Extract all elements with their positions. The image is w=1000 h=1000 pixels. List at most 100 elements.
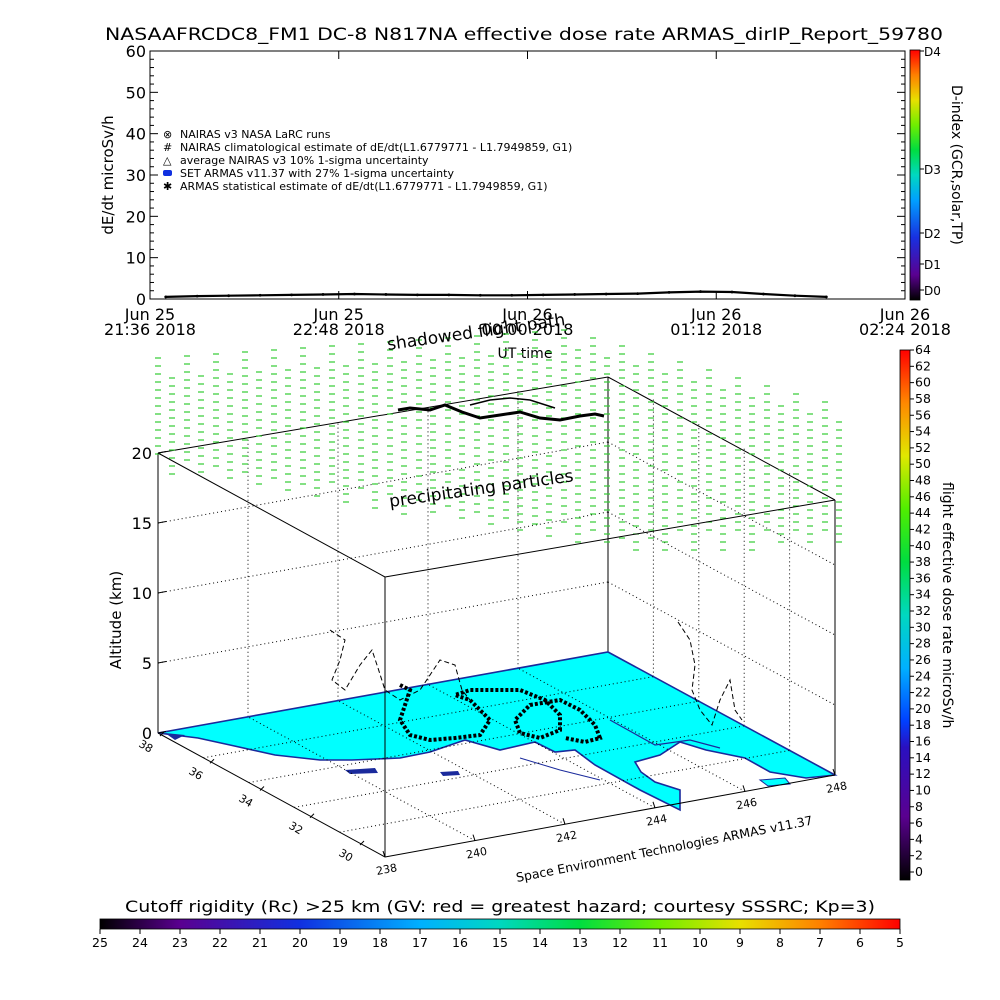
dindex-tick-label: D1 <box>924 258 941 272</box>
floor-gridline-lat <box>339 749 790 833</box>
dose-rate-tick-label: 24 <box>915 668 931 683</box>
top-x-tick-date: Jun 25 <box>124 305 175 324</box>
latitude-tick-mark <box>209 758 215 764</box>
armas-dose-point <box>541 293 545 297</box>
dose-rate-tick-label: 26 <box>915 652 931 667</box>
armas-dose-point <box>699 290 702 293</box>
dose-rate-tick-label: 38 <box>915 554 931 569</box>
coast-detail-1 <box>609 719 721 749</box>
dose-rate-tick-label: 36 <box>915 570 931 585</box>
base-front-edge-right <box>384 774 836 858</box>
dose-rate-tick-label: 2 <box>915 848 923 863</box>
map-surface <box>157 651 838 812</box>
altitude-tick-label: 10 <box>132 584 152 603</box>
cutoff-tick-label: 16 <box>452 935 468 950</box>
top-x-tick-date: Jun 26 <box>690 305 741 324</box>
altitude-tick-mark <box>157 731 167 734</box>
dose-rate-tick-label: 32 <box>915 603 931 618</box>
3d-front-frame <box>157 452 836 858</box>
dose-rate-label: flight effective dose rate microSv/h <box>939 482 955 728</box>
chart-title: NASAAFRCDC8_FM1 DC-8 N817NA effective do… <box>105 25 943 45</box>
dindex-colorbar <box>909 49 921 301</box>
dose-rate-tick-label: 10 <box>915 782 931 797</box>
3d-grid-lines <box>157 388 836 751</box>
armas-dose-point <box>730 290 734 294</box>
latitude-tick-label: 38 <box>137 737 156 755</box>
dose-rate-tick-label: 56 <box>915 407 931 422</box>
cutoff-tick-label: 12 <box>612 935 628 950</box>
dose-rate-tick-label: 28 <box>915 636 931 651</box>
longitude-tick-mark <box>562 818 566 825</box>
dose-rate-tick-label: 8 <box>915 799 923 814</box>
altitude-tick-mark <box>157 661 167 664</box>
cutoff-rigidity-ticks: 25 24 23 22 21 20 19 18 17 16 15 14 13 12 11 10 9 8 7 6 5 <box>92 929 904 950</box>
cutoff-rigidity-label: Cutoff rigidity (Rc) >25 km (GV: red = g… <box>125 897 875 916</box>
cutoff-tick-label: 6 <box>856 935 864 950</box>
map-ocean <box>157 651 838 812</box>
cutoff-tick-label: 21 <box>252 935 268 950</box>
dose-rate-tick-label: 14 <box>915 750 931 765</box>
dose-rate-tick-label: 20 <box>915 701 931 716</box>
dose-rate-tick-label: 64 <box>915 342 931 357</box>
flight-track-line <box>397 403 605 422</box>
dose-rate-tick-label: 54 <box>915 424 931 439</box>
back-wall-gridline-right <box>607 511 836 636</box>
dose-rate-tick-label: 62 <box>915 358 931 373</box>
dose-rate-tick-label: 4 <box>915 831 923 846</box>
altitude-tick-mark <box>157 521 167 524</box>
longitude-tick-label: 242 <box>555 828 578 845</box>
cutoff-rigidity-colorbar-group: Cutoff rigidity (Rc) >25 km (GV: red = g… <box>92 897 904 950</box>
top-y-tick-label: 40 <box>126 125 146 144</box>
latitude-tick-label: 36 <box>187 765 206 783</box>
legend-item-nairas-runs: NAIRAS v3 NASA LaRC runs <box>180 128 331 141</box>
cutoff-tick-label: 19 <box>332 935 348 950</box>
dose-rate-tick-label: 60 <box>915 375 931 390</box>
latitude-tick-label: 34 <box>237 792 256 810</box>
dose-rate-tick-label: 58 <box>915 391 931 406</box>
flight-track <box>397 397 605 422</box>
back-top-edge-left <box>157 376 609 454</box>
armas-dose-point <box>195 294 199 298</box>
armas-dose-point <box>762 292 765 296</box>
floor-gridline-lat <box>294 725 745 808</box>
armas-dose-point <box>510 293 514 297</box>
longitude-tick-label: 246 <box>735 796 758 813</box>
legend-item-armas: SET ARMAS v11.37 with 27% 1-sigma uncert… <box>180 167 454 180</box>
latitude-tick-mark <box>259 786 265 791</box>
cutoff-tick-label: 25 <box>92 935 108 950</box>
precipitating-particles <box>155 329 842 551</box>
longitude-tick-label: 248 <box>825 779 848 796</box>
armas-dose-point <box>290 293 293 297</box>
latitude-tick-mark <box>309 813 315 819</box>
armas-dose-line <box>165 290 827 298</box>
dose-rate-tick-label: 52 <box>915 440 931 455</box>
armas-dose-point <box>793 294 797 298</box>
cutoff-tick-label: 8 <box>776 935 784 950</box>
armas-dose-point <box>573 293 577 296</box>
top-x-tick-date: Jun 26 <box>879 305 930 324</box>
latitude-tick-mark <box>159 731 165 737</box>
longitude-ticks: 238 240 242 244 246 248 <box>375 768 848 878</box>
back-wall-gridline-right <box>607 441 836 566</box>
altitude-axis-label: Altitude (km) <box>107 571 125 669</box>
cutoff-tick-label: 14 <box>532 935 548 950</box>
top-y-tick-label: 0 <box>136 290 146 309</box>
cutoff-tick-label: 23 <box>172 935 188 950</box>
altitude-tick-mark <box>157 591 167 594</box>
floor-gridline-lat <box>248 700 699 784</box>
legend-item-nairas-clim: NAIRAS climatological estimate of dE/dt(… <box>180 141 572 154</box>
dose-rate-tick-label: 50 <box>915 456 931 471</box>
dindex-tick-label: D2 <box>924 227 941 241</box>
dose-rate-tick-label: 18 <box>915 717 931 732</box>
cutoff-rigidity-colorbar <box>99 918 901 930</box>
dose-rate-tick-label: 0 <box>915 864 923 879</box>
dindex-tick-label: D3 <box>924 163 941 177</box>
top-y-tick-label: 50 <box>126 83 146 102</box>
armas-dose-point <box>321 293 325 296</box>
front-top-edge-right <box>384 499 836 578</box>
base-front-edge-left <box>157 732 386 858</box>
dose-rate-tick-label: 44 <box>915 505 931 520</box>
